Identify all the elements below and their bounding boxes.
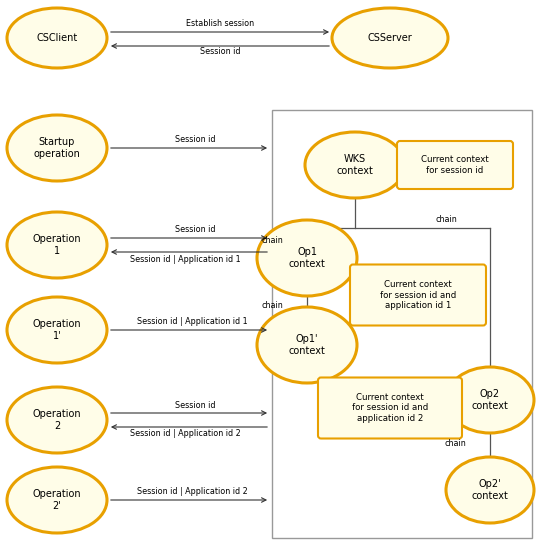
- Text: Current context
for session id and
application id 2: Current context for session id and appli…: [352, 393, 428, 423]
- Text: Session id | Application id 1: Session id | Application id 1: [137, 318, 248, 326]
- Ellipse shape: [7, 212, 107, 278]
- Ellipse shape: [257, 220, 357, 296]
- Ellipse shape: [7, 8, 107, 68]
- Ellipse shape: [257, 307, 357, 383]
- Text: Current context
for session id and
application id 1: Current context for session id and appli…: [380, 280, 456, 310]
- Text: Session id: Session id: [175, 226, 215, 234]
- Text: chain: chain: [435, 215, 457, 224]
- Text: Operation
1: Operation 1: [33, 234, 81, 256]
- Text: Op1'
context: Op1' context: [288, 334, 325, 356]
- Ellipse shape: [7, 467, 107, 533]
- Text: chain: chain: [261, 301, 283, 310]
- Ellipse shape: [7, 297, 107, 363]
- Ellipse shape: [446, 367, 534, 433]
- FancyBboxPatch shape: [272, 110, 532, 538]
- Text: CSServer: CSServer: [368, 33, 412, 43]
- Text: Session id | Application id 2: Session id | Application id 2: [136, 487, 248, 497]
- Text: Op1
context: Op1 context: [288, 247, 325, 269]
- Text: Session id: Session id: [200, 47, 240, 57]
- Text: Session id: Session id: [175, 400, 215, 410]
- FancyBboxPatch shape: [350, 264, 486, 325]
- Text: Operation
1': Operation 1': [33, 319, 81, 341]
- FancyBboxPatch shape: [318, 378, 462, 438]
- Text: chain: chain: [444, 440, 466, 448]
- Ellipse shape: [332, 8, 448, 68]
- Text: Operation
2': Operation 2': [33, 489, 81, 511]
- Text: Startup
operation: Startup operation: [33, 137, 81, 159]
- Ellipse shape: [7, 387, 107, 453]
- Text: Op2'
context: Op2' context: [471, 479, 509, 501]
- Text: WKS
context: WKS context: [337, 154, 373, 176]
- FancyBboxPatch shape: [397, 141, 513, 189]
- Ellipse shape: [446, 457, 534, 523]
- Text: Op2
context: Op2 context: [471, 389, 509, 411]
- Text: Operation
2: Operation 2: [33, 409, 81, 431]
- Text: Session id | Application id 1: Session id | Application id 1: [130, 255, 241, 263]
- Text: Session id: Session id: [175, 135, 215, 145]
- Text: chain: chain: [261, 236, 283, 245]
- Text: Current context
for session id: Current context for session id: [421, 155, 489, 175]
- Ellipse shape: [7, 115, 107, 181]
- Text: CSClient: CSClient: [37, 33, 78, 43]
- Ellipse shape: [305, 132, 405, 198]
- Text: Session id | Application id 2: Session id | Application id 2: [129, 430, 241, 438]
- Text: Establish session: Establish session: [186, 20, 254, 28]
